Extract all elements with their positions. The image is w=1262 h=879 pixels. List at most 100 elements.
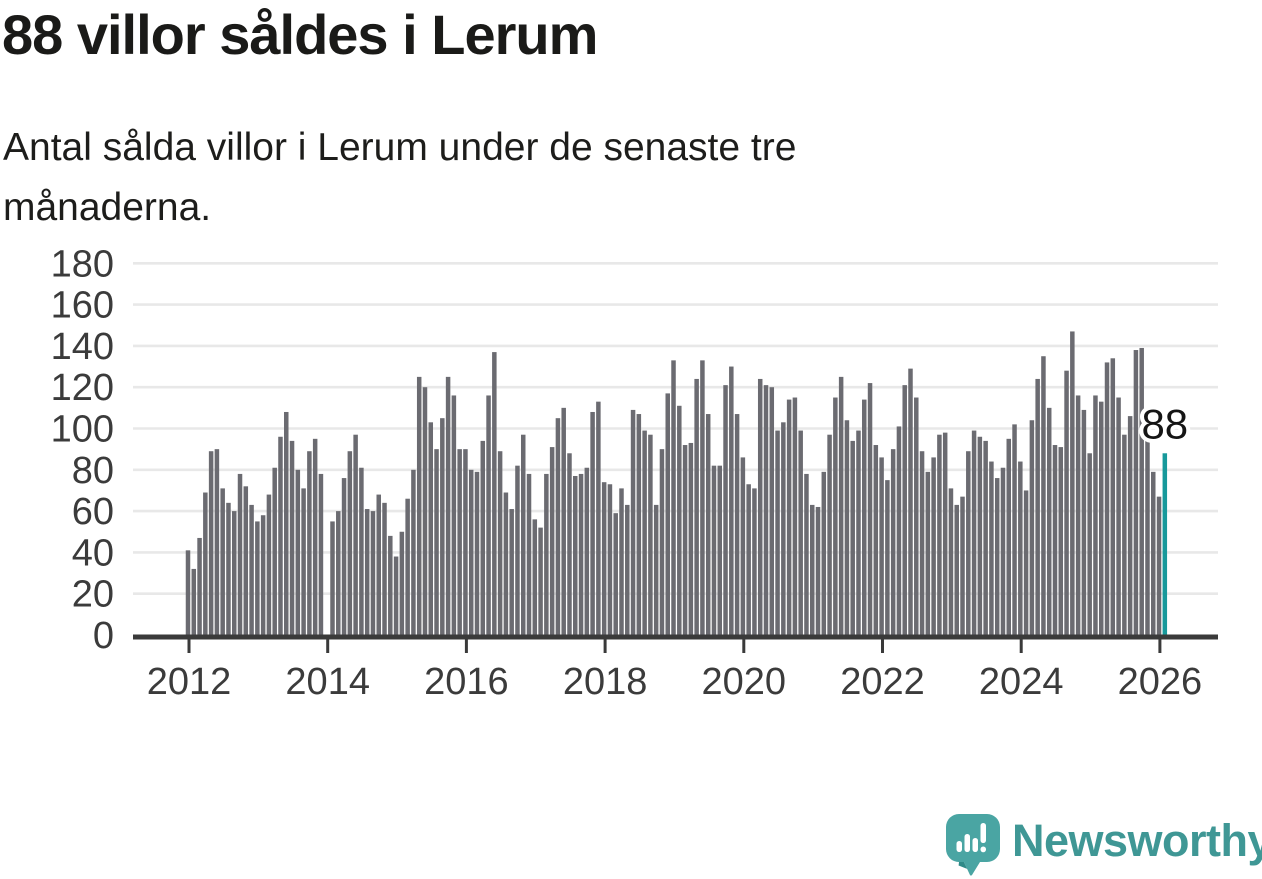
bar [312, 438, 318, 635]
bar [1093, 395, 1098, 635]
bar [359, 467, 364, 635]
bar [740, 457, 746, 635]
bar [428, 422, 434, 635]
bar [573, 475, 578, 635]
bar [914, 397, 919, 635]
bar [474, 471, 480, 635]
bar [815, 506, 821, 635]
bar [549, 447, 555, 635]
bar [948, 488, 954, 635]
bar [1006, 438, 1012, 635]
bar [376, 494, 381, 635]
bar [243, 486, 249, 635]
bar [307, 451, 312, 635]
bar [185, 550, 191, 635]
bar [642, 430, 647, 635]
bar [526, 473, 532, 635]
bar [555, 418, 561, 635]
bar [636, 414, 642, 635]
bar [422, 387, 428, 635]
bar [1145, 436, 1150, 635]
bar-chart-glyph [956, 823, 986, 853]
bar [902, 385, 907, 635]
bar [440, 418, 445, 635]
y-axis-label: 80 [72, 450, 114, 492]
bar [1023, 490, 1029, 635]
bar [786, 399, 792, 635]
newsworthy-icon [946, 814, 1000, 876]
bar [1087, 453, 1092, 635]
highlighted-bar [1162, 453, 1168, 635]
bar [503, 492, 509, 635]
bar [705, 414, 711, 635]
bar [318, 473, 324, 635]
exclamation-dot [980, 846, 986, 853]
bar [792, 397, 798, 635]
bar [272, 467, 277, 635]
bar [451, 395, 457, 635]
bar [879, 457, 884, 635]
bar [734, 414, 740, 635]
bar [1104, 362, 1110, 635]
bar [1012, 424, 1017, 635]
bar [353, 434, 358, 635]
x-axis-label: 2012 [147, 661, 232, 703]
bar [682, 445, 688, 635]
bar [1075, 395, 1081, 635]
bar [653, 504, 659, 635]
bar [231, 511, 237, 635]
bar [607, 484, 613, 635]
bar [1000, 467, 1006, 635]
bar [249, 504, 254, 635]
newsworthy-logo: Newsworthy [946, 812, 1262, 878]
bar [255, 521, 260, 635]
bar [388, 535, 393, 635]
bar [757, 378, 763, 635]
bar [208, 451, 214, 635]
bar [468, 469, 474, 635]
bar [1064, 370, 1069, 635]
bar [1127, 416, 1133, 635]
x-axis-label: 2020 [702, 661, 787, 703]
y-axis-label: 120 [51, 367, 114, 409]
bar [723, 385, 728, 635]
bar [700, 360, 705, 635]
bar [203, 492, 208, 635]
bar [671, 360, 676, 635]
bar [416, 376, 422, 635]
bar [1122, 434, 1127, 635]
bar [578, 473, 584, 635]
bar [260, 515, 266, 635]
bar [497, 451, 503, 635]
exclamation-bar [980, 823, 986, 843]
bar [590, 411, 595, 635]
bar [844, 420, 850, 635]
bar [237, 473, 243, 635]
bar [197, 537, 202, 635]
bar [919, 451, 925, 635]
x-axis-label: 2022 [840, 661, 925, 703]
bar [601, 482, 607, 635]
bar [1156, 496, 1162, 635]
bar [1046, 407, 1052, 635]
bar [1029, 420, 1035, 635]
bar [1110, 358, 1116, 635]
bar [1098, 401, 1104, 635]
y-axis-label: 100 [51, 409, 114, 451]
bar [890, 449, 896, 635]
bar [596, 401, 601, 635]
bar [931, 457, 936, 635]
bar [960, 496, 965, 635]
chart-subtitle: Antal sålda villor i Lerum under de sena… [3, 126, 797, 230]
bar [752, 488, 757, 635]
bar [809, 504, 815, 635]
bar [266, 494, 272, 635]
bar [538, 527, 543, 635]
bar [411, 469, 416, 635]
bar [480, 440, 486, 635]
y-axis-label: 40 [72, 532, 114, 574]
bar [873, 445, 879, 635]
bar [971, 430, 977, 635]
